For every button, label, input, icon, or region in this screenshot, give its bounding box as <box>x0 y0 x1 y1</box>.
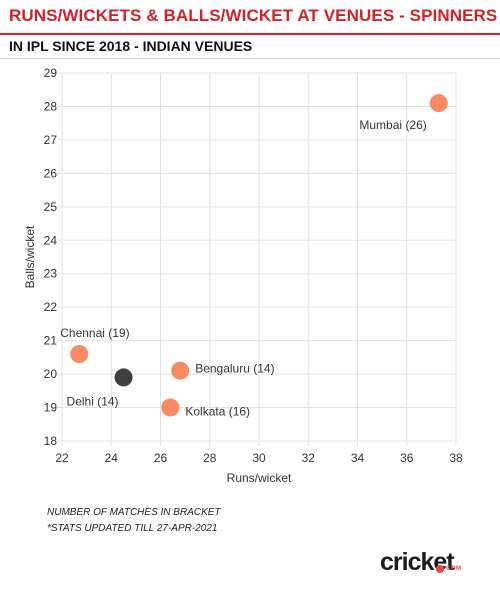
data-point <box>114 368 133 387</box>
y-tick-label: 20 <box>44 367 58 381</box>
scatter-chart: 22 24 26 28 30 32 34 36 38 18 19 20 21 22 23 24 25 26 27 28… <box>23 66 463 485</box>
subtitle-divider <box>0 58 500 59</box>
data-label: Bengaluru (14) <box>195 362 274 376</box>
footnote-matches: NUMBER OF MATCHES IN BRACKET <box>47 507 221 518</box>
data-point <box>70 345 89 364</box>
x-tick-label: 24 <box>105 451 119 465</box>
x-tick-label: 26 <box>154 451 168 465</box>
y-tick-label: 22 <box>44 300 58 314</box>
data-label: Kolkata (16) <box>185 405 250 419</box>
y-tick-label: 18 <box>44 434 58 448</box>
logo-suffix: COM <box>446 566 462 572</box>
data-label: Mumbai (26) <box>359 118 426 132</box>
x-axis-title: Runs/wicket <box>227 471 292 485</box>
logo-ball-icon <box>436 565 444 573</box>
chart-title: RUNS/WICKETS & BALLS/WICKET AT VENUES - … <box>9 6 498 25</box>
y-axis-title: Balls/wicket <box>23 225 37 288</box>
y-tick-label: 26 <box>44 166 58 180</box>
y-tick-label: 28 <box>44 99 58 113</box>
chart-subtitle: IN IPL SINCE 2018 - INDIAN VENUES <box>9 38 253 54</box>
y-tick-label: 27 <box>44 133 58 147</box>
data-label: Chennai (19) <box>60 326 129 340</box>
y-tick-label: 29 <box>44 66 58 80</box>
x-tick-label: 34 <box>351 451 365 465</box>
y-tick-label: 19 <box>44 401 58 415</box>
footnote-updated: *STATS UPDATED TILL 27-APR-2021 <box>47 523 218 534</box>
x-tick-label: 38 <box>449 451 463 465</box>
y-tick-label: 25 <box>44 200 58 214</box>
x-tick-label: 28 <box>203 451 217 465</box>
cricket-com-logo: cricket COM <box>380 548 472 578</box>
x-tick-label: 36 <box>400 451 414 465</box>
x-tick-label: 22 <box>55 451 69 465</box>
x-tick-label: 32 <box>302 451 316 465</box>
y-tick-label: 23 <box>44 267 58 281</box>
data-point <box>161 398 180 417</box>
data-point <box>171 361 190 380</box>
data-label: Delhi (14) <box>67 394 119 408</box>
footnotes: NUMBER OF MATCHES IN BRACKET *STATS UPDA… <box>47 505 221 537</box>
data-point <box>429 94 448 113</box>
y-tick-label: 24 <box>44 233 58 247</box>
title-divider <box>0 33 500 35</box>
x-tick-label: 30 <box>252 451 266 465</box>
y-tick-label: 21 <box>44 334 58 348</box>
